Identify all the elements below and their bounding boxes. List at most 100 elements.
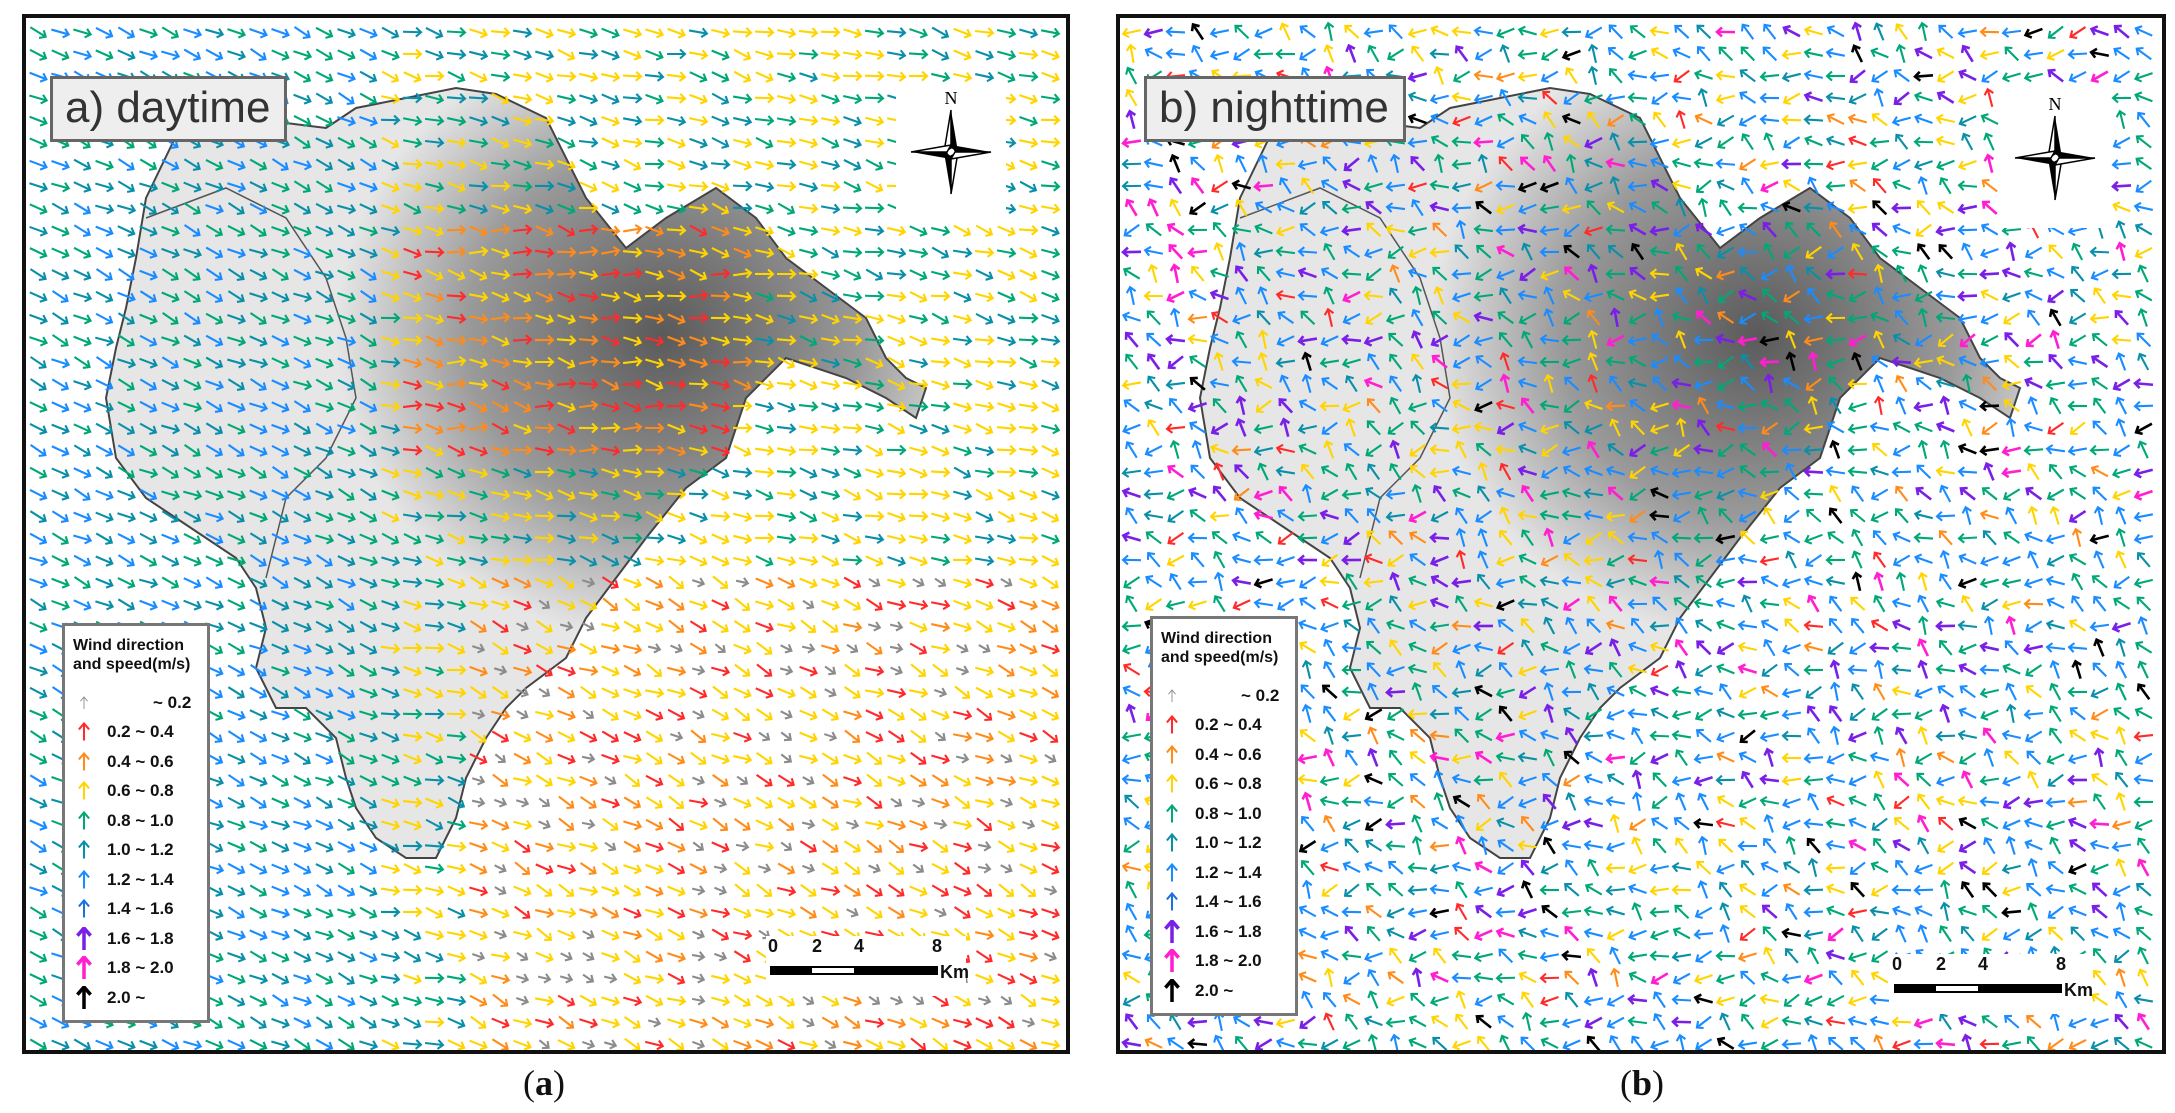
wind-arrow	[337, 49, 356, 61]
wind-arrow	[2027, 857, 2038, 877]
wind-arrow	[688, 445, 709, 457]
wind-arrow	[1716, 179, 1735, 191]
wind-arrow	[1936, 776, 1955, 787]
wind-arrow	[1124, 794, 1140, 809]
wind-arrow	[1539, 972, 1560, 984]
wind-arrow	[514, 839, 531, 854]
wind-arrow	[471, 951, 486, 962]
wind-arrow	[337, 1016, 355, 1029]
wind-arrow	[1497, 1014, 1514, 1028]
wind-arrow	[491, 137, 510, 149]
wind-arrow	[470, 1015, 487, 1030]
wind-arrow	[623, 28, 643, 39]
wind-arrow	[931, 246, 950, 259]
wind-arrow	[1367, 990, 1379, 1009]
wind-arrow	[711, 27, 731, 39]
wind-arrow	[51, 247, 70, 259]
wind-arrow	[670, 643, 683, 654]
legend-label: 0.6 ~ 0.8	[1195, 774, 1262, 794]
wind-arrow	[1386, 729, 1405, 741]
wind-arrow	[2068, 1017, 2087, 1029]
wind-arrow	[249, 906, 268, 919]
legend-label: 0.8 ~ 1.0	[1195, 803, 1262, 823]
wind-arrow	[1938, 243, 1954, 260]
wind-arrow	[1913, 401, 1934, 413]
wind-arrow	[623, 929, 643, 941]
wind-arrow	[1716, 114, 1735, 127]
wind-arrow	[381, 1039, 400, 1050]
wind-arrow	[1122, 994, 1141, 1007]
wind-arrow	[535, 1018, 555, 1029]
wind-arrow	[1121, 180, 1142, 192]
wind-arrow	[2002, 663, 2021, 675]
wind-arrow	[1807, 792, 1820, 811]
wind-arrow	[424, 1016, 445, 1028]
wind-arrow	[645, 842, 665, 853]
wind-arrow	[952, 378, 973, 390]
wind-arrow	[1851, 550, 1863, 569]
wind-arrow	[953, 1018, 973, 1029]
wind-arrow	[776, 268, 797, 280]
wind-arrow	[1958, 860, 1977, 875]
wind-arrow	[754, 532, 775, 544]
wind-arrow	[1759, 71, 1780, 82]
wind-arrow	[1961, 242, 1973, 261]
wind-arrow	[227, 159, 246, 171]
wind-arrow	[1019, 290, 1038, 303]
wind-arrow	[1980, 817, 1999, 830]
wind-arrow	[205, 444, 224, 457]
wind-arrow	[337, 774, 356, 787]
wind-arrow	[29, 159, 48, 171]
wind-arrow	[1760, 619, 1779, 632]
caption-b: (b)	[1620, 1063, 1665, 1103]
wind-arrow	[1914, 113, 1933, 125]
wind-arrow	[1873, 594, 1886, 613]
wind-arrow	[2045, 797, 2066, 808]
wind-arrow	[1386, 907, 1405, 919]
wind-arrow	[645, 730, 664, 743]
wind-arrow	[1143, 510, 1164, 521]
wind-arrow	[337, 116, 357, 127]
wind-arrow	[2136, 858, 2150, 877]
wind-arrow	[908, 379, 929, 390]
wind-arrow	[691, 973, 706, 984]
wind-arrow	[1041, 644, 1061, 655]
wind-arrow	[1697, 880, 1709, 899]
wind-arrow	[2134, 246, 2153, 259]
wind-arrow	[889, 621, 904, 632]
wind-arrow	[338, 664, 355, 678]
wind-arrow	[798, 269, 819, 280]
wind-arrow	[975, 269, 994, 281]
wind-arrow	[1367, 726, 1379, 745]
wind-arrow	[755, 380, 775, 391]
wind-arrow	[2049, 660, 2060, 679]
wind-arrow	[1673, 816, 1690, 831]
wind-arrow	[1958, 816, 1977, 830]
wind-arrow	[29, 797, 48, 809]
wind-arrow	[1187, 600, 1207, 611]
wind-arrow	[866, 751, 883, 766]
wind-arrow	[953, 842, 973, 853]
wind-arrow	[2045, 379, 2066, 390]
wind-arrow	[2068, 553, 2087, 566]
wind-arrow	[776, 445, 797, 457]
wind-arrow	[1041, 269, 1060, 281]
wind-arrow	[2045, 820, 2065, 831]
wind-arrow	[600, 621, 621, 633]
wind-arrow	[645, 774, 664, 787]
wind-arrow	[1652, 991, 1666, 1009]
wind-arrow	[117, 225, 136, 237]
wind-arrow	[1850, 1036, 1866, 1050]
wind-arrow	[843, 226, 863, 237]
wind-arrow	[359, 444, 377, 457]
wind-arrow	[667, 534, 687, 545]
wind-arrow	[557, 994, 576, 1007]
wind-arrow	[604, 776, 617, 786]
wind-arrow	[315, 225, 334, 237]
wind-arrow	[29, 94, 49, 105]
wind-arrow	[447, 490, 467, 501]
wind-arrow	[315, 290, 333, 303]
wind-arrow	[293, 796, 312, 809]
wind-arrow	[777, 1039, 796, 1050]
wind-arrow	[29, 666, 49, 677]
